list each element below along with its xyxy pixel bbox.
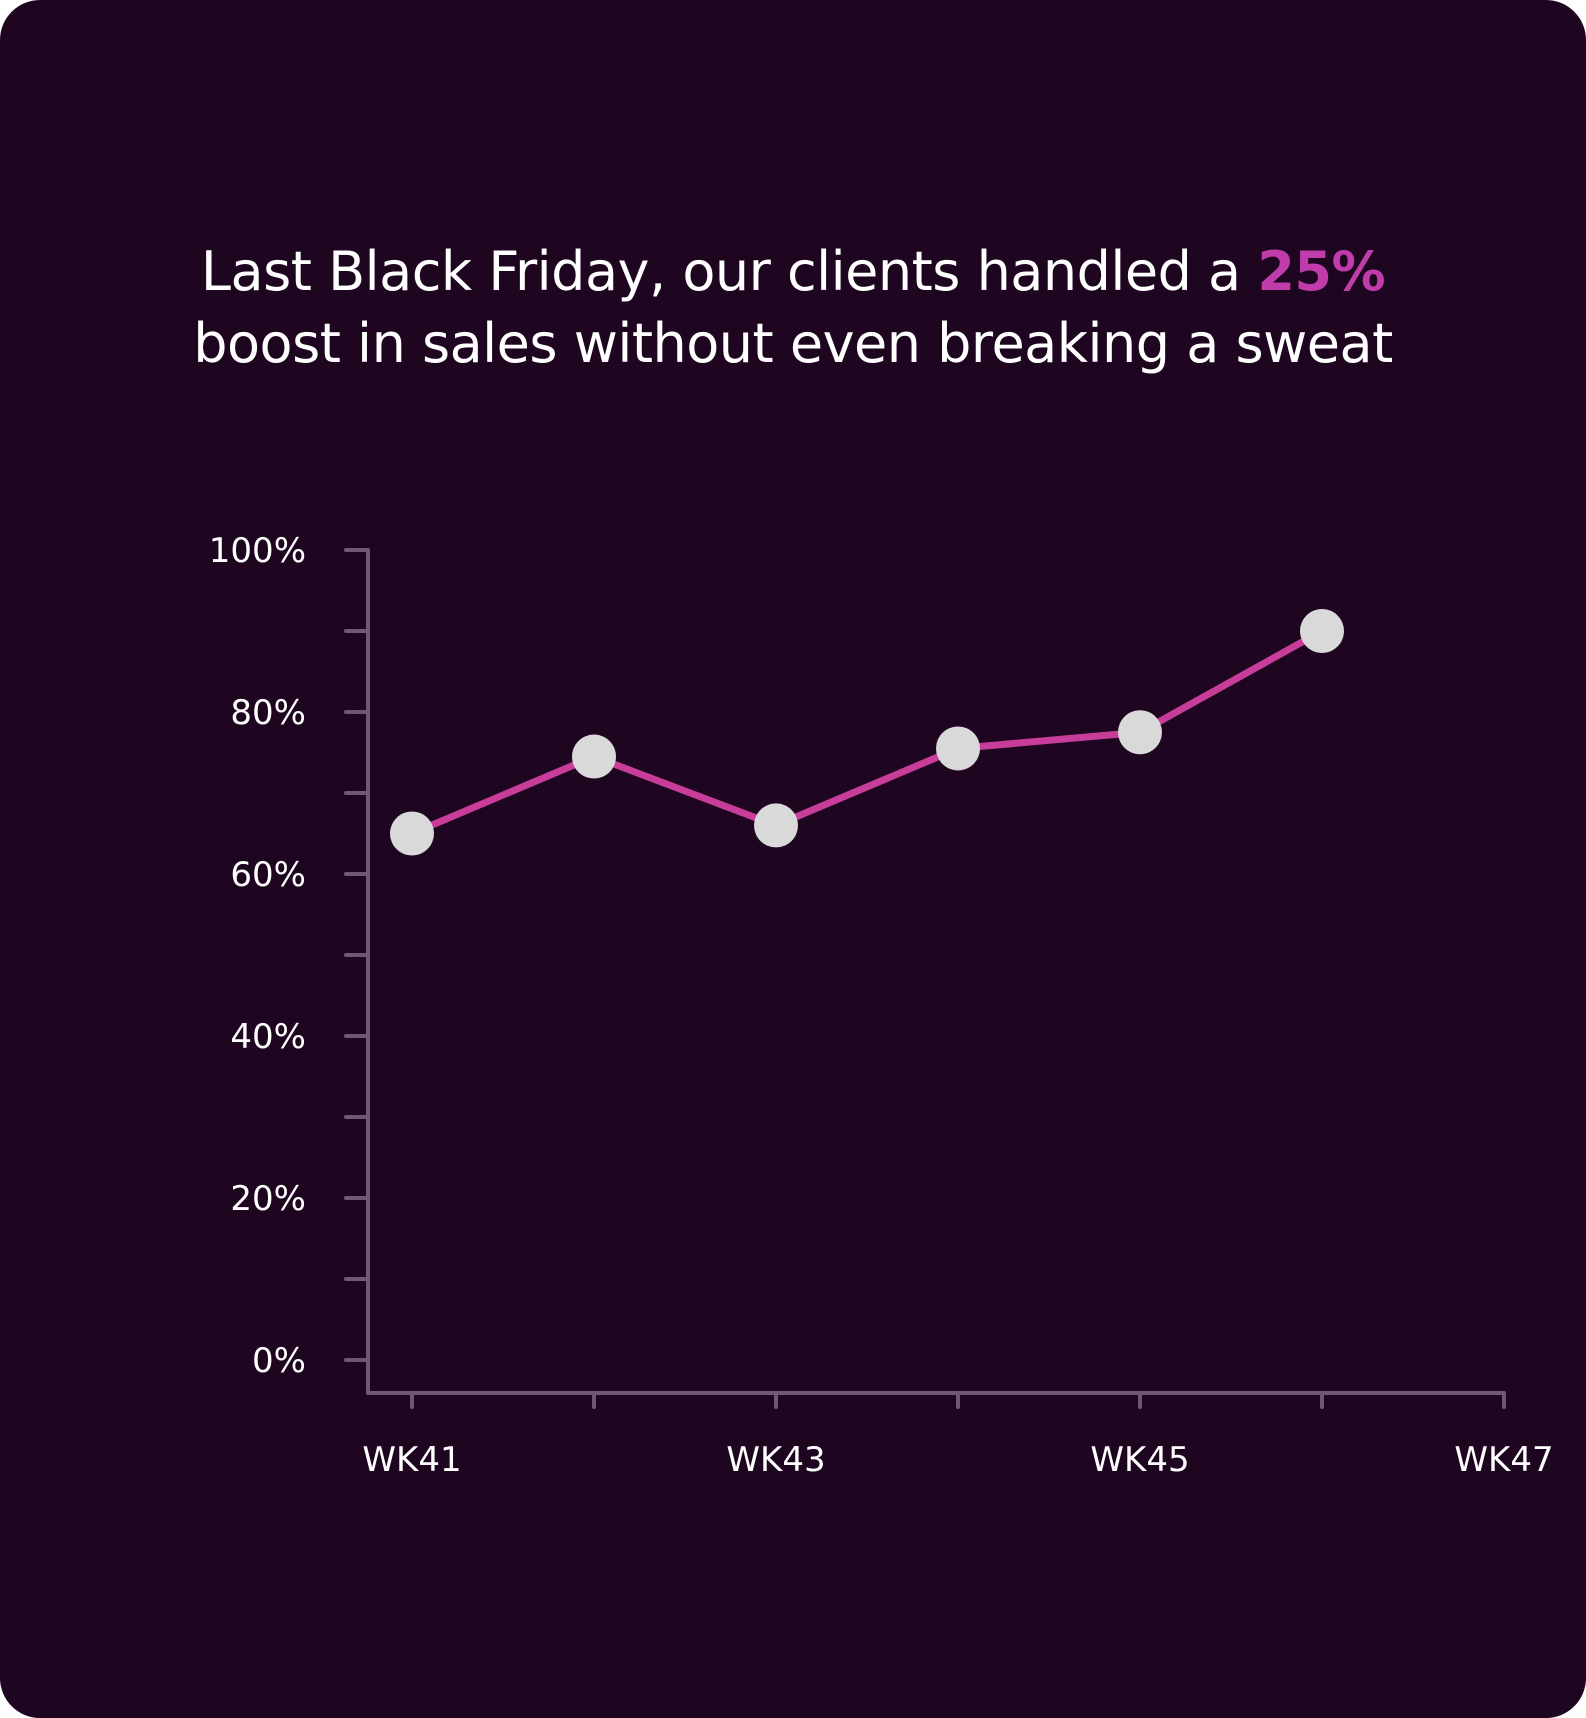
y-tick-label: 100% — [209, 531, 306, 571]
y-tick-label: 60% — [230, 855, 306, 895]
y-tick-label: 0% — [252, 1341, 306, 1381]
data-series — [390, 609, 1344, 856]
series-line — [408, 627, 1326, 837]
data-point — [390, 811, 434, 856]
x-tick-label: WK41 — [362, 1440, 461, 1480]
y-tick-label: 20% — [230, 1179, 306, 1219]
x-axis: WK41 WK43 WK45 WK47 — [362, 1391, 1554, 1480]
data-point — [1118, 710, 1162, 755]
y-axis: 0% 20% 40% 60% 80% 100% — [209, 531, 370, 1395]
y-tick-label: 40% — [230, 1017, 306, 1057]
x-tick-label: WK47 — [1454, 1440, 1553, 1480]
y-tick-label: 80% — [230, 693, 306, 733]
headline-text-part2: boost in sales without even breaking a s… — [193, 312, 1393, 375]
data-point — [754, 803, 798, 848]
x-tick-label: WK43 — [726, 1440, 825, 1480]
headline: Last Black Friday, our clients handled a… — [0, 236, 1586, 380]
data-point — [936, 726, 980, 771]
headline-text-part1: Last Black Friday, our clients handled a — [200, 240, 1258, 303]
data-point — [572, 734, 616, 779]
data-point — [1300, 609, 1344, 653]
x-tick-label: WK45 — [1090, 1440, 1189, 1480]
headline-accent-value: 25% — [1257, 240, 1386, 303]
